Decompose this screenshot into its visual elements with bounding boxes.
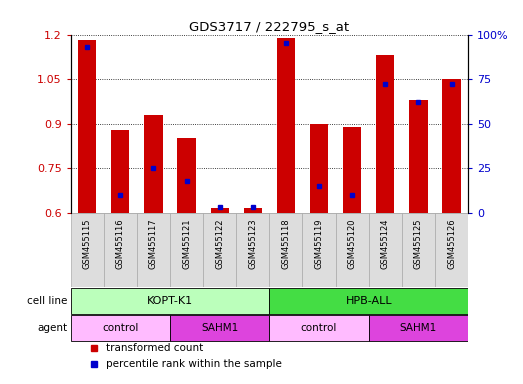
Text: GSM455120: GSM455120 bbox=[348, 218, 357, 269]
Text: SAHM1: SAHM1 bbox=[201, 323, 238, 333]
Text: transformed count: transformed count bbox=[106, 343, 203, 353]
Bar bbox=[71, 315, 170, 341]
Bar bbox=[104, 213, 137, 288]
Bar bbox=[302, 213, 336, 288]
Text: GSM455116: GSM455116 bbox=[116, 218, 125, 269]
Bar bbox=[336, 213, 369, 288]
Text: GSM455118: GSM455118 bbox=[281, 218, 290, 269]
Text: GSM455115: GSM455115 bbox=[83, 218, 92, 269]
Bar bbox=[402, 213, 435, 288]
Bar bbox=[170, 315, 269, 341]
Bar bbox=[137, 213, 170, 288]
Text: GSM455126: GSM455126 bbox=[447, 218, 456, 269]
Text: agent: agent bbox=[37, 323, 67, 333]
Text: cell line: cell line bbox=[27, 296, 67, 306]
Bar bbox=[236, 213, 269, 288]
Text: percentile rank within the sample: percentile rank within the sample bbox=[106, 359, 282, 369]
Text: KOPT-K1: KOPT-K1 bbox=[147, 296, 193, 306]
Bar bbox=[71, 213, 104, 288]
Bar bbox=[269, 213, 302, 288]
Text: control: control bbox=[301, 323, 337, 333]
Text: GSM455117: GSM455117 bbox=[149, 218, 158, 269]
Text: control: control bbox=[102, 323, 139, 333]
Bar bbox=[410, 100, 427, 213]
Bar bbox=[310, 124, 328, 213]
Bar bbox=[343, 127, 361, 213]
Bar bbox=[277, 38, 295, 213]
Bar bbox=[170, 213, 203, 288]
Bar bbox=[269, 315, 369, 341]
Bar bbox=[211, 208, 229, 213]
Bar bbox=[376, 55, 394, 213]
Bar bbox=[244, 208, 262, 213]
Bar bbox=[111, 129, 129, 213]
Bar bbox=[71, 288, 269, 314]
Text: GSM455125: GSM455125 bbox=[414, 218, 423, 269]
Bar bbox=[203, 213, 236, 288]
Text: SAHM1: SAHM1 bbox=[400, 323, 437, 333]
Bar bbox=[269, 288, 468, 314]
Bar bbox=[177, 139, 196, 213]
Bar bbox=[435, 213, 468, 288]
Bar bbox=[442, 79, 461, 213]
Bar bbox=[369, 315, 468, 341]
Text: GSM455122: GSM455122 bbox=[215, 218, 224, 269]
Text: GSM455121: GSM455121 bbox=[182, 218, 191, 269]
Text: HPB-ALL: HPB-ALL bbox=[345, 296, 392, 306]
Bar bbox=[144, 115, 163, 213]
Text: GSM455119: GSM455119 bbox=[314, 218, 324, 269]
Text: GSM455123: GSM455123 bbox=[248, 218, 257, 269]
Bar bbox=[78, 40, 96, 213]
Title: GDS3717 / 222795_s_at: GDS3717 / 222795_s_at bbox=[189, 20, 349, 33]
Text: GSM455124: GSM455124 bbox=[381, 218, 390, 269]
Bar bbox=[369, 213, 402, 288]
